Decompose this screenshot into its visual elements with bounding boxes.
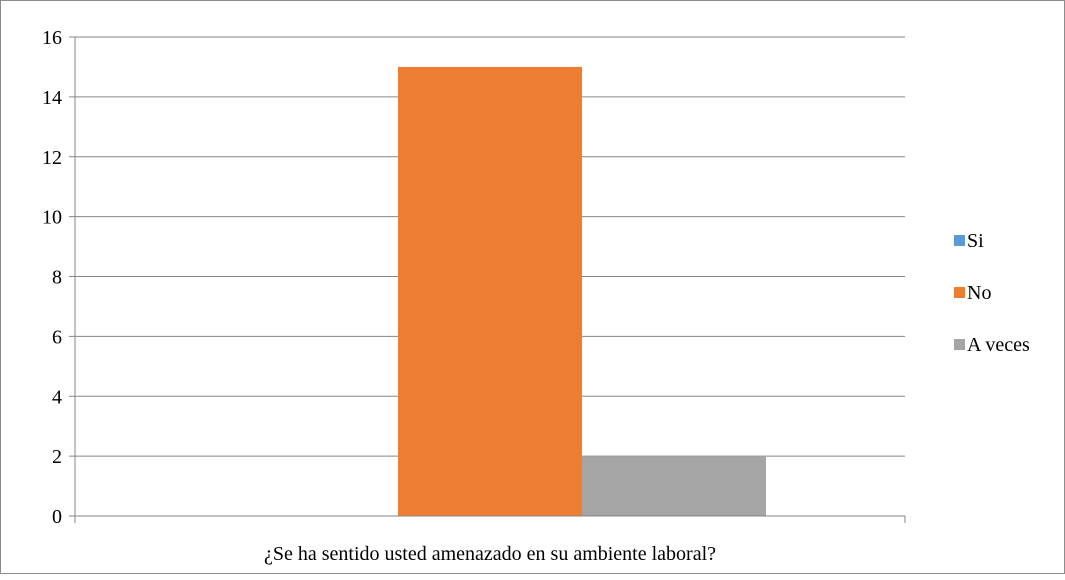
bar-a-veces (581, 456, 766, 516)
bars (398, 66, 766, 516)
y-tick-label: 0 (52, 506, 62, 528)
legend-label-a-veces: A veces (967, 334, 1030, 356)
legend-swatch-si (954, 235, 965, 246)
x-category-label: ¿Se ha sentido usted amenazado en su amb… (264, 543, 716, 565)
y-tick-label: 12 (42, 147, 62, 169)
legend-swatch-no (954, 287, 965, 298)
legend-label-si: Si (967, 230, 984, 252)
y-tick-label: 4 (52, 386, 62, 408)
legend-label-no: No (967, 282, 991, 304)
legend-swatch-a-veces (954, 339, 965, 350)
bar-no (398, 66, 582, 516)
y-tick-label: 16 (42, 27, 62, 49)
y-tick-label: 6 (52, 326, 62, 348)
y-tick-labels: 0 2 4 6 8 10 12 14 16 (42, 27, 62, 528)
y-tick-label: 14 (42, 87, 62, 109)
axes (69, 36, 906, 523)
x-tick-labels: ¿Se ha sentido usted amenazado en su amb… (264, 543, 716, 565)
legend: Si No A veces (954, 230, 1030, 356)
y-tick-label: 10 (42, 207, 62, 229)
y-tick-label: 2 (52, 446, 62, 468)
y-tick-label: 8 (52, 267, 62, 289)
